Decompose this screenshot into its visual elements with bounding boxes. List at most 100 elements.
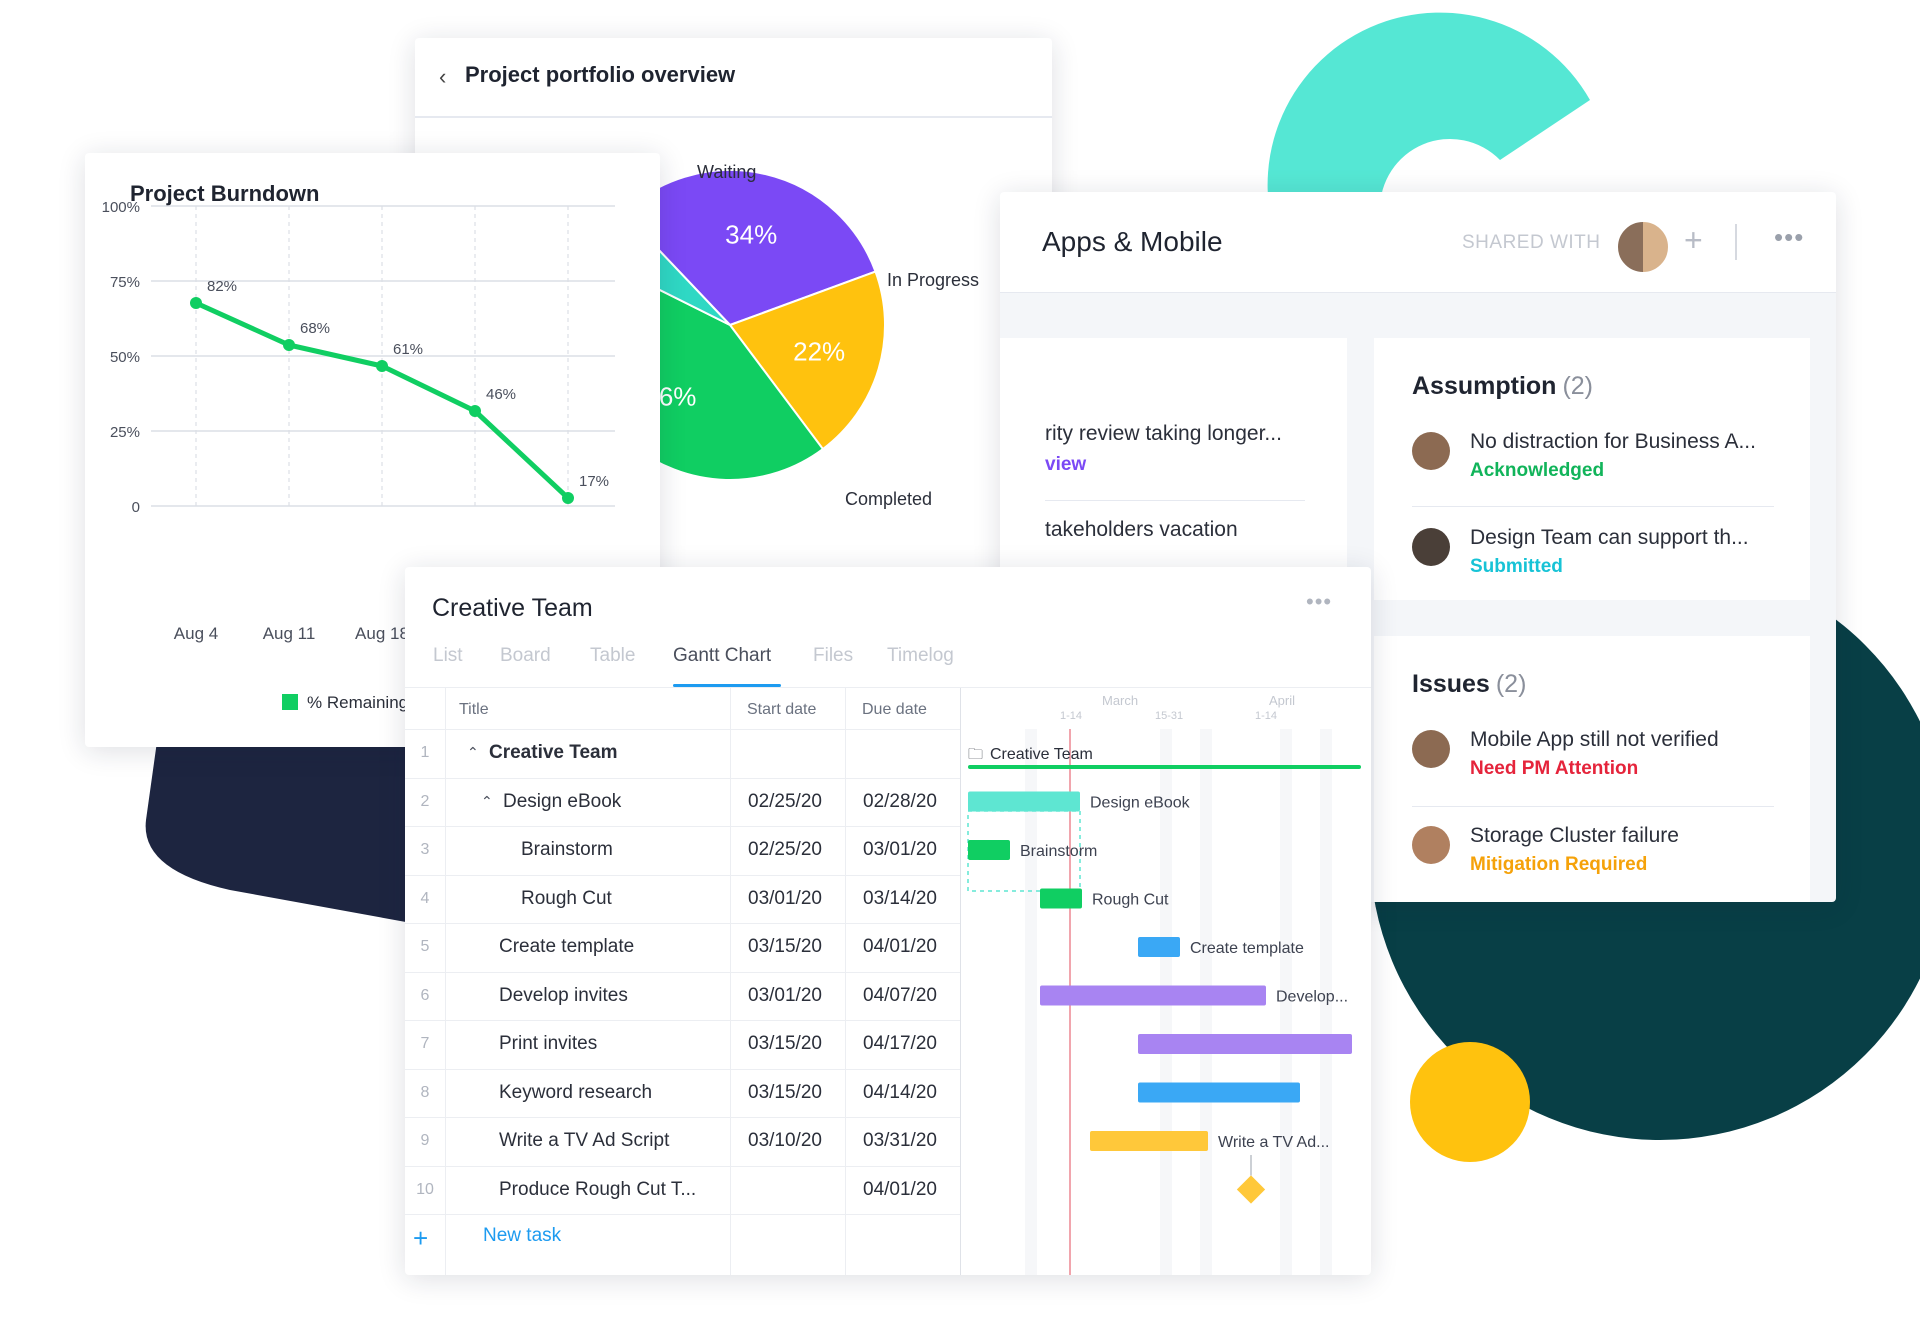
assumption-panel: Assumption (2) No distraction for Busines… [1374,338,1810,600]
shared-users-avatar[interactable] [1616,220,1670,274]
risk-item-text[interactable]: rity review taking longer... [1045,422,1282,445]
task-due-date[interactable]: 03/14/20 [863,887,937,909]
task-due-date[interactable]: 03/31/20 [863,1130,937,1151]
risk-item-text[interactable]: takeholders vacation [1045,518,1238,541]
timeline-month: March [1102,693,1139,708]
data-point[interactable] [469,405,481,417]
portfolio-header: ‹ Project portfolio overview [415,38,1052,118]
gantt-bar[interactable] [1138,1034,1352,1054]
gantt-bar[interactable] [1138,937,1180,957]
gantt-bar[interactable] [968,791,1080,812]
pie-category-label: Waiting [697,162,756,182]
x-tick-label: Aug 18 [355,624,409,643]
task-title[interactable]: Keyword research [499,1081,653,1103]
timeline-month: April [1269,693,1296,708]
collapse-caret-icon[interactable]: ⌃ [481,792,493,809]
task-title[interactable]: Print invites [499,1033,598,1054]
task-due-date[interactable]: 04/01/20 [863,936,937,957]
avatar [1412,528,1450,566]
col-divider [960,687,961,1275]
tab-list[interactable]: List [433,645,463,666]
issue-item-text[interactable]: Storage Cluster failure [1470,824,1679,847]
data-label: 82% [207,278,237,295]
row-number: 10 [416,1180,434,1198]
task-start-date[interactable]: 02/25/20 [748,839,822,860]
task-title[interactable]: Creative Team [489,742,618,763]
add-task-icon[interactable]: + [413,1223,429,1253]
data-point[interactable] [376,360,388,372]
tab-table[interactable]: Table [590,645,636,666]
legend-label: % Remaining [307,693,408,712]
gantt-milestone[interactable] [1236,1175,1266,1204]
task-due-date[interactable]: 02/28/20 [863,790,937,812]
task-title[interactable]: Design eBook [503,790,622,812]
tab-timelog[interactable]: Timelog [887,645,954,666]
task-due-date[interactable]: 03/01/20 [863,839,937,860]
task-start-date[interactable]: 03/15/20 [748,1033,822,1054]
legend-swatch [282,694,298,710]
task-due-date[interactable]: 04/01/20 [863,1178,937,1200]
tab-board[interactable]: Board [500,645,551,666]
burndown-card: Project Burndown 100% 75% 50% 25% 0 Aug 4 Aug … [85,153,660,747]
more-options-icon[interactable]: ••• [1774,222,1805,252]
column-header-title[interactable]: Title [459,701,489,718]
column-header-start[interactable]: Start date [747,701,817,718]
task-title[interactable]: Brainstorm [521,839,613,860]
task-title[interactable]: Write a TV Ad Script [499,1130,670,1151]
more-options-icon[interactable]: ••• [1306,589,1333,614]
pie-slice[interactable] [728,270,886,451]
column-header-due[interactable]: Due date [862,701,927,718]
risk-item-status: view [1045,454,1087,475]
task-title[interactable]: Rough Cut [521,887,612,909]
header-divider [405,687,1371,688]
assumption-item-status: Acknowledged [1470,460,1605,481]
gantt-bar[interactable] [1090,1131,1208,1151]
assumption-item-text[interactable]: No distraction for Business A... [1470,430,1756,453]
task-start-date[interactable]: 03/15/20 [748,1081,822,1103]
add-user-button[interactable]: + [1684,222,1703,258]
issues-title: Issues (2) [1412,670,1527,698]
collapse-caret-icon[interactable]: ⌃ [467,744,479,760]
row-divider [405,1165,960,1167]
task-start-date[interactable]: 03/10/20 [748,1130,822,1151]
chevron-left-icon[interactable]: ‹ [439,64,447,89]
row-number: 6 [420,986,430,1004]
task-due-date[interactable]: 04/14/20 [863,1081,937,1103]
gantt-summary-bar[interactable] [968,765,1361,769]
task-title[interactable]: Produce Rough Cut T... [499,1178,697,1200]
active-tab-indicator [673,684,781,687]
data-label: 68% [300,320,330,337]
gantt-bar[interactable] [968,840,1010,860]
task-start-date[interactable]: 03/15/20 [748,936,822,957]
issues-panel: Issues (2) Mobile App still not verified … [1374,636,1810,902]
row-number: 5 [420,938,430,955]
avatar [1412,826,1450,864]
task-title[interactable]: Create template [499,936,635,957]
task-title[interactable]: Develop invites [499,984,628,1006]
new-task-link[interactable]: New task [483,1225,562,1246]
data-point[interactable] [190,297,202,309]
gantt-bar[interactable] [1138,1082,1300,1103]
row-divider [405,1214,960,1215]
x-tick-label: Aug 11 [263,624,316,643]
task-start-date[interactable]: 03/01/20 [748,887,822,909]
task-start-date[interactable]: 02/25/20 [748,790,822,812]
timeline-week: 1-14 [1060,710,1083,722]
row-divider [405,971,960,973]
issue-item-text[interactable]: Mobile App still not verified [1470,728,1719,751]
assumption-title: Assumption (2) [1412,372,1594,400]
gantt-bar[interactable] [1040,985,1266,1006]
data-point[interactable] [283,339,295,351]
assumption-item-text[interactable]: Design Team can support th... [1470,526,1749,549]
row-divider [405,923,960,924]
data-point[interactable] [562,492,574,504]
gantt-bar[interactable] [1040,888,1082,909]
task-start-date[interactable]: 03/01/20 [748,984,822,1006]
tab-files[interactable]: Files [813,645,854,666]
assumption-count: (2) [1562,372,1594,400]
tab-gantt-chart[interactable]: Gantt Chart [673,645,772,666]
task-due-date[interactable]: 04/07/20 [863,984,937,1006]
task-due-date[interactable]: 04/17/20 [863,1033,937,1054]
row-number: 7 [420,1035,430,1052]
weekend-stripe [1025,729,1037,1275]
